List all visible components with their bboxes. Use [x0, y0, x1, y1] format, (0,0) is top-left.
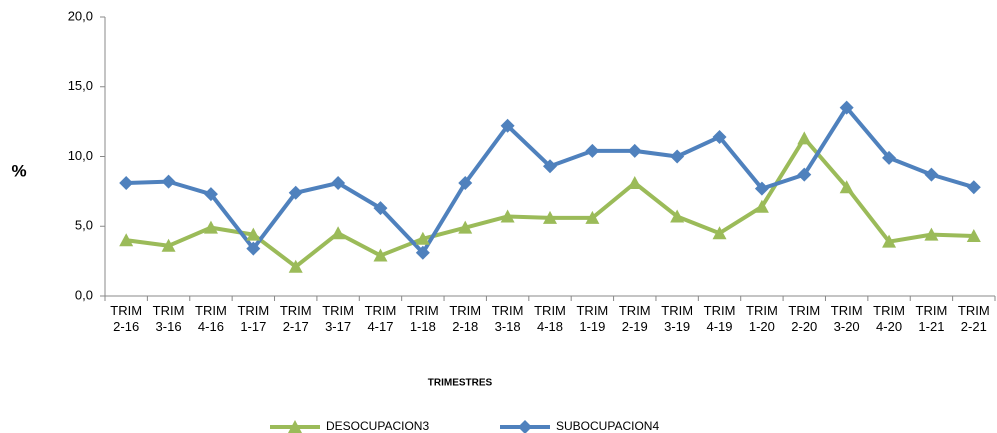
marker [670, 209, 685, 223]
marker [119, 233, 134, 247]
legend-marker [288, 420, 302, 433]
x-tick-label: TRIM 1-20 [746, 303, 778, 334]
x-tick-label: TRIM 4-17 [364, 303, 397, 334]
marker [415, 231, 430, 245]
y-tick-label: 20,0 [68, 8, 93, 23]
marker [712, 129, 727, 144]
x-tick-label: TRIM 1-19 [576, 303, 609, 334]
x-tick-label: TRIM 4-19 [703, 303, 736, 334]
marker [373, 201, 388, 216]
legend-label: SUBOCUPACION4 [556, 419, 659, 433]
marker [585, 210, 600, 224]
marker [966, 229, 981, 243]
marker [458, 176, 473, 191]
marker [500, 209, 515, 223]
marker [246, 241, 261, 256]
x-tick-label: TRIM 2-20 [788, 303, 821, 334]
x-tick-label: TRIM 2-19 [618, 303, 651, 334]
marker [797, 167, 812, 182]
marker [670, 149, 685, 164]
marker [119, 176, 134, 191]
x-tick-label: TRIM 4-20 [873, 303, 905, 334]
marker [882, 234, 897, 248]
x-tick-label: TRIM 2-18 [449, 303, 482, 334]
marker [839, 100, 854, 115]
legend-label: DESOCUPACION3 [326, 419, 429, 433]
marker [161, 174, 176, 189]
y-axis-title: % [11, 161, 26, 180]
x-tick-label: TRIM 1-21 [915, 303, 948, 334]
legend-marker [518, 420, 532, 433]
x-tick-label: TRIM 3-18 [491, 303, 524, 334]
x-tick-label: TRIM 3-19 [661, 303, 694, 334]
x-tick-label: TRIM 3-17 [322, 303, 354, 334]
y-tick-label: 15,0 [68, 78, 93, 93]
marker [882, 150, 897, 165]
x-tick-label: TRIM 2-16 [110, 303, 143, 334]
marker [627, 176, 642, 190]
marker [288, 185, 303, 200]
marker [458, 220, 473, 234]
marker [246, 227, 261, 241]
marker [754, 181, 769, 196]
x-axis-title: TRIMESTRES [428, 378, 493, 389]
marker [500, 118, 515, 133]
y-tick-label: 0,0 [75, 287, 93, 302]
marker [966, 180, 981, 195]
marker [203, 220, 218, 234]
marker [331, 176, 346, 191]
x-tick-label: TRIM 3-16 [152, 303, 185, 334]
marker [627, 143, 642, 158]
marker [203, 187, 218, 202]
marker [924, 227, 939, 241]
marker [754, 199, 769, 213]
marker [543, 159, 557, 174]
marker [415, 245, 430, 260]
x-tick-label: TRIM 1-18 [406, 303, 439, 334]
marker [797, 131, 812, 145]
x-tick-label: TRIM 1-17 [237, 303, 270, 334]
x-tick-label: TRIM 4-18 [534, 303, 566, 334]
marker [373, 248, 388, 262]
marker [288, 259, 303, 273]
marker [839, 180, 854, 194]
marker [924, 167, 939, 182]
marker [543, 210, 557, 224]
x-tick-label: TRIM 2-21 [957, 303, 990, 334]
x-tick-label: TRIM 3-20 [830, 303, 863, 334]
y-tick-label: 5,0 [75, 218, 93, 233]
x-tick-label: TRIM 2-17 [279, 303, 312, 334]
marker [585, 143, 600, 158]
marker [161, 238, 176, 252]
marker [331, 226, 346, 240]
y-tick-label: 10,0 [68, 148, 93, 163]
marker [712, 226, 727, 240]
x-tick-label: TRIM 4-16 [195, 303, 227, 334]
